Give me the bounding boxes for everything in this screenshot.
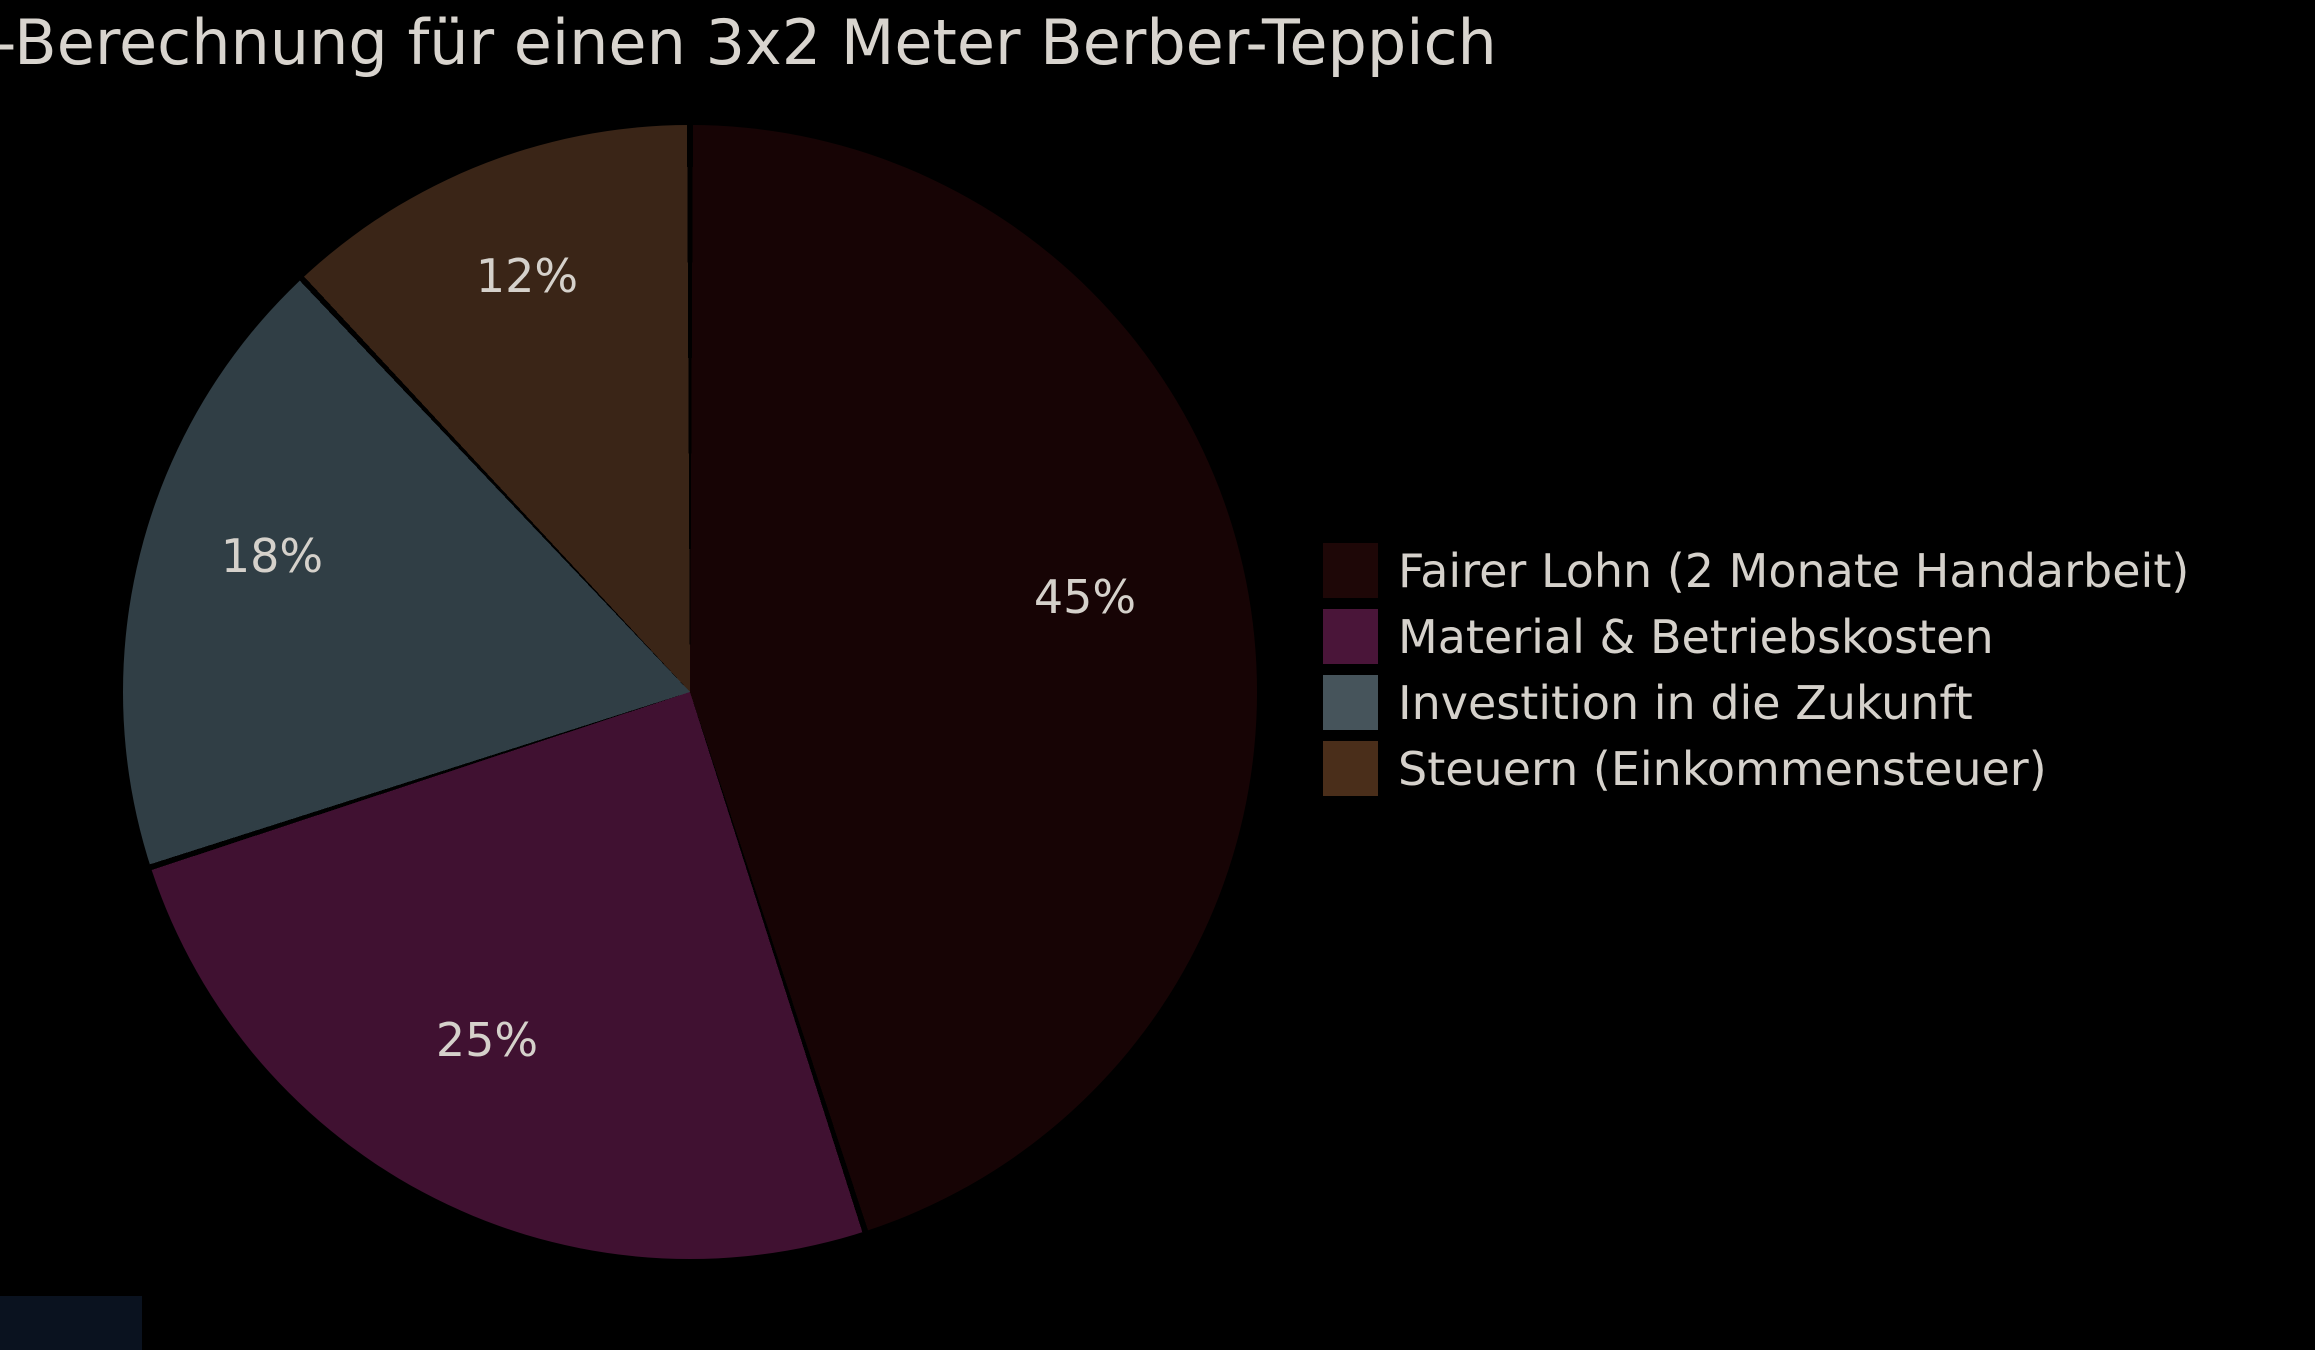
legend-swatch: [1323, 543, 1378, 598]
pie-percent-label: 25%: [435, 1013, 539, 1067]
legend-swatch: [1323, 675, 1378, 730]
legend-label: Material & Betriebskosten: [1398, 609, 1994, 664]
legend-label: Investition in die Zukunft: [1398, 675, 1973, 730]
chart-title: -Berechnung für einen 3x2 Meter Berber-T…: [0, 6, 1497, 79]
pie-percent-label: 18%: [220, 529, 324, 583]
legend-item: Fairer Lohn (2 Monate Handarbeit): [1323, 543, 2189, 598]
legend-label: Steuern (Einkommensteuer): [1398, 741, 2047, 796]
legend-swatch: [1323, 609, 1378, 664]
legend-item: Investition in die Zukunft: [1323, 675, 2189, 730]
pie: 45% 25% 18% 12%: [123, 125, 1257, 1259]
legend-swatch: [1323, 741, 1378, 796]
legend: Fairer Lohn (2 Monate Handarbeit) Materi…: [1323, 543, 2189, 807]
pie-percent-label: 45%: [1033, 570, 1137, 624]
legend-item: Material & Betriebskosten: [1323, 609, 2189, 664]
pie-percent-label: 12%: [475, 249, 579, 303]
legend-label: Fairer Lohn (2 Monate Handarbeit): [1398, 543, 2190, 598]
legend-item: Steuern (Einkommensteuer): [1323, 741, 2189, 796]
bottom-left-artifact: [0, 1296, 142, 1350]
